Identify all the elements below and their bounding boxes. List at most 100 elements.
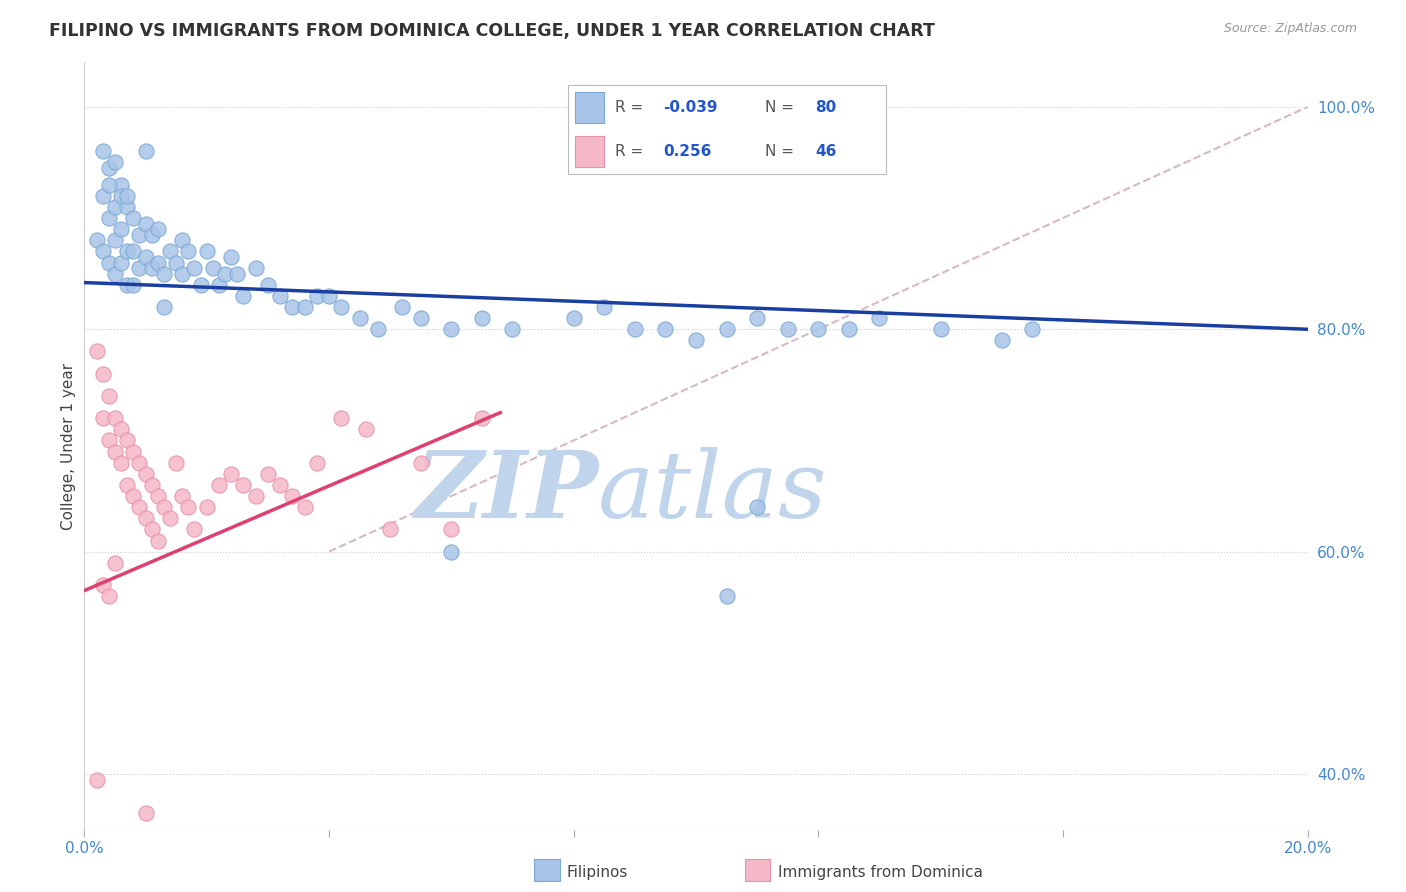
Point [269,478,291,492]
Point [440,522,463,536]
Point [122,489,145,503]
Point [440,544,463,558]
Point [110,178,132,192]
Point [91,411,114,425]
Point [305,289,328,303]
Point [747,500,769,515]
Point [97,255,120,269]
Point [104,233,127,247]
Point [226,267,249,281]
Point [146,533,169,548]
Point [128,500,150,515]
Point [195,500,218,515]
Point [135,511,157,525]
Point [208,478,231,492]
Text: FILIPINO VS IMMIGRANTS FROM DOMINICA COLLEGE, UNDER 1 YEAR CORRELATION CHART: FILIPINO VS IMMIGRANTS FROM DOMINICA COL… [49,22,935,40]
Point [128,227,150,242]
Point [776,322,799,336]
Point [281,300,304,314]
Point [367,322,389,336]
Point [135,805,157,820]
Point [141,261,163,276]
Point [115,478,138,492]
Point [153,300,176,314]
Point [86,344,108,359]
Point [159,511,181,525]
Point [135,467,157,481]
Point [269,289,291,303]
Point [624,322,647,336]
Point [172,233,194,247]
Point [91,244,114,259]
Point [91,189,114,203]
Point [219,250,242,264]
Point [172,489,194,503]
Point [122,277,145,292]
Point [391,300,413,314]
Point [165,456,187,470]
Point [97,161,120,175]
Point [257,277,280,292]
Point [208,277,231,292]
Point [141,478,163,492]
Point [97,389,120,403]
Point [183,522,205,536]
Point [91,367,114,381]
Point [110,222,132,236]
Text: ZIP: ZIP [413,447,598,537]
Point [97,434,120,448]
Point [869,311,891,326]
Point [685,334,707,348]
Point [122,211,145,225]
Point [232,289,254,303]
Point [86,772,108,787]
Point [97,589,120,603]
Point [115,434,138,448]
Point [807,322,830,336]
Point [128,261,150,276]
Point [104,444,127,458]
Point [110,255,132,269]
Point [195,244,218,259]
Point [91,578,114,592]
Point [141,522,163,536]
Point [110,422,132,436]
Point [716,322,738,336]
Text: Source: ZipAtlas.com: Source: ZipAtlas.com [1223,22,1357,36]
Point [146,489,169,503]
Point [104,267,127,281]
Point [104,411,127,425]
Point [409,311,432,326]
Point [135,217,157,231]
Point [330,300,353,314]
Point [159,244,181,259]
Point [929,322,952,336]
Point [177,244,200,259]
Point [146,255,169,269]
Point [318,289,340,303]
Point [104,200,127,214]
Point [97,178,120,192]
Point [146,222,169,236]
Point [232,478,254,492]
Text: atlas: atlas [598,447,828,537]
Point [219,467,242,481]
Point [104,155,127,169]
Point [153,500,176,515]
Point [97,211,120,225]
Point [349,311,371,326]
Point [593,300,616,314]
Text: Filipinos: Filipinos [567,865,628,880]
Point [177,500,200,515]
Point [135,145,157,159]
Point [838,322,860,336]
Point [122,244,145,259]
Point [135,250,157,264]
Point [141,227,163,242]
Point [91,145,114,159]
Y-axis label: College, Under 1 year: College, Under 1 year [60,362,76,530]
Point [172,267,194,281]
Point [110,189,132,203]
Point [115,200,138,214]
Point [991,334,1014,348]
